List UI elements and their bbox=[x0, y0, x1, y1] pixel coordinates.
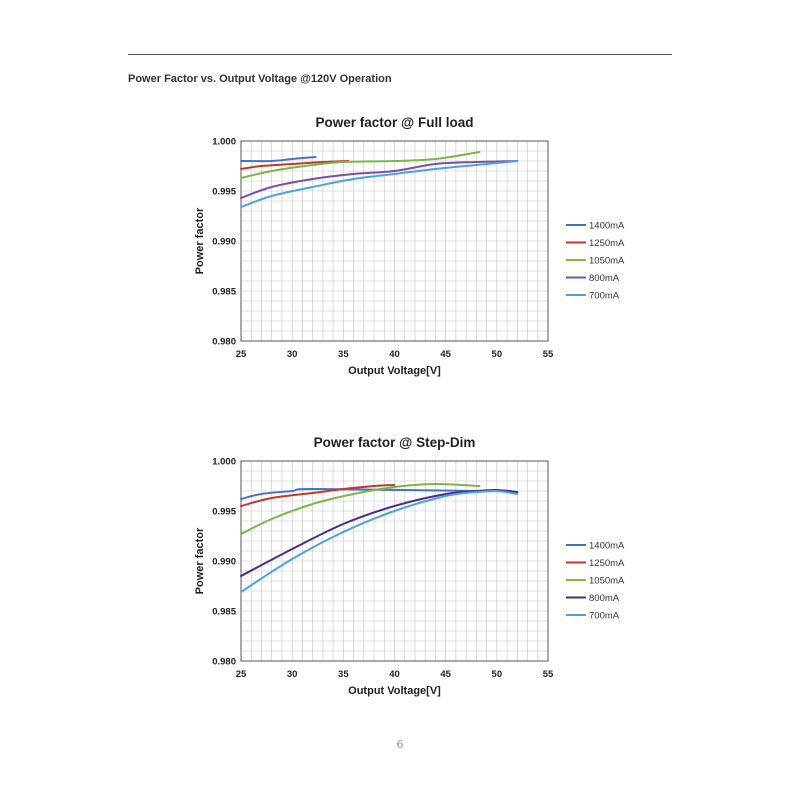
step-dim-x-tick-label: 55 bbox=[543, 669, 554, 680]
full-load-legend-label-1400ma: 1400mA bbox=[589, 221, 625, 232]
step-dim-series-line-1050ma bbox=[240, 482, 481, 535]
step-dim-x-axis-label: Output Voltage[V] bbox=[348, 685, 441, 697]
full-load-series-line-1250ma bbox=[240, 160, 350, 170]
step-dim-x-tick-label: 50 bbox=[492, 669, 503, 680]
full-load-series-lines bbox=[240, 151, 519, 208]
step-dim-y-tick-label: 1.000 bbox=[212, 457, 236, 468]
full-load-legend: 1400mA 1250mA 1050mA 800mA 700mA bbox=[566, 221, 625, 302]
step-dim-x-tick-label: 40 bbox=[389, 669, 400, 680]
full-load-x-tick-label: 30 bbox=[287, 349, 298, 360]
chart-step-dim: Power factor @ Step-Dim 25 30 35 40 45 50 55 0.9… bbox=[194, 435, 625, 697]
full-load-title: Power factor @ Full load bbox=[316, 115, 474, 130]
full-load-x-tick-label: 55 bbox=[543, 349, 554, 360]
section-title: Power Factor vs. Output Voltage @120V Op… bbox=[128, 73, 392, 85]
full-load-x-tick-label: 35 bbox=[338, 349, 349, 360]
step-dim-grid bbox=[241, 461, 548, 661]
full-load-y-tick-label: 1.000 bbox=[212, 137, 236, 148]
step-dim-legend-label-1400ma: 1400mA bbox=[589, 541, 625, 552]
full-load-series-line-1400ma bbox=[240, 156, 317, 163]
step-dim-plot-border bbox=[240, 460, 549, 662]
full-load-x-tick-label: 45 bbox=[440, 349, 451, 360]
page-number: 6 bbox=[396, 738, 404, 751]
step-dim-legend-label-800ma: 800mA bbox=[589, 593, 620, 604]
full-load-x-tick-label: 25 bbox=[236, 349, 247, 360]
full-load-y-axis-label: Power factor bbox=[194, 207, 206, 274]
step-dim-x-tick-label: 35 bbox=[338, 669, 349, 680]
step-dim-legend-label-1250ma: 1250mA bbox=[589, 558, 625, 569]
full-load-x-tick-label: 50 bbox=[492, 349, 503, 360]
full-load-plot-border bbox=[240, 140, 549, 342]
step-dim-series-line-1250ma bbox=[240, 484, 396, 507]
full-load-series-line-800ma bbox=[240, 160, 519, 199]
full-load-series-line-1050ma bbox=[240, 151, 481, 179]
full-load-legend-label-1250ma: 1250mA bbox=[589, 238, 625, 249]
full-load-x-axis-label: Output Voltage[V] bbox=[348, 365, 441, 377]
step-dim-x-tick-label: 30 bbox=[287, 669, 298, 680]
full-load-y-tick-label: 0.985 bbox=[212, 287, 236, 298]
top-rule bbox=[128, 54, 672, 55]
step-dim-title: Power factor @ Step-Dim bbox=[314, 435, 476, 450]
step-dim-legend: 1400mA 1250mA 1050mA 800mA 700mA bbox=[566, 541, 625, 622]
step-dim-series-line-700ma bbox=[240, 489, 519, 593]
full-load-legend-label-700ma: 700mA bbox=[589, 291, 620, 302]
step-dim-legend-label-1050ma: 1050mA bbox=[589, 576, 625, 587]
full-load-x-tick-label: 40 bbox=[389, 349, 400, 360]
chart-full-load: Power factor @ Full load 25 30 35 40 45 50 55 0.… bbox=[194, 115, 625, 377]
step-dim-y-tick-label: 0.995 bbox=[212, 507, 236, 518]
step-dim-series-lines bbox=[240, 482, 519, 593]
full-load-legend-label-1050ma: 1050mA bbox=[589, 256, 625, 267]
full-load-y-tick-label: 0.995 bbox=[212, 187, 236, 198]
full-load-y-tick-label: 0.990 bbox=[212, 237, 236, 248]
step-dim-legend-label-700ma: 700mA bbox=[589, 611, 620, 622]
step-dim-y-tick-label: 0.985 bbox=[212, 607, 236, 618]
full-load-legend-label-800ma: 800mA bbox=[589, 273, 620, 284]
step-dim-y-tick-label: 0.980 bbox=[212, 657, 236, 668]
step-dim-x-tick-label: 45 bbox=[440, 669, 451, 680]
full-load-grid bbox=[241, 141, 548, 341]
full-load-series-line-700ma bbox=[240, 160, 519, 208]
step-dim-y-tick-label: 0.990 bbox=[212, 557, 236, 568]
step-dim-x-tick-label: 25 bbox=[236, 669, 247, 680]
full-load-y-tick-label: 0.980 bbox=[212, 337, 236, 348]
step-dim-y-axis-label: Power factor bbox=[194, 527, 206, 594]
